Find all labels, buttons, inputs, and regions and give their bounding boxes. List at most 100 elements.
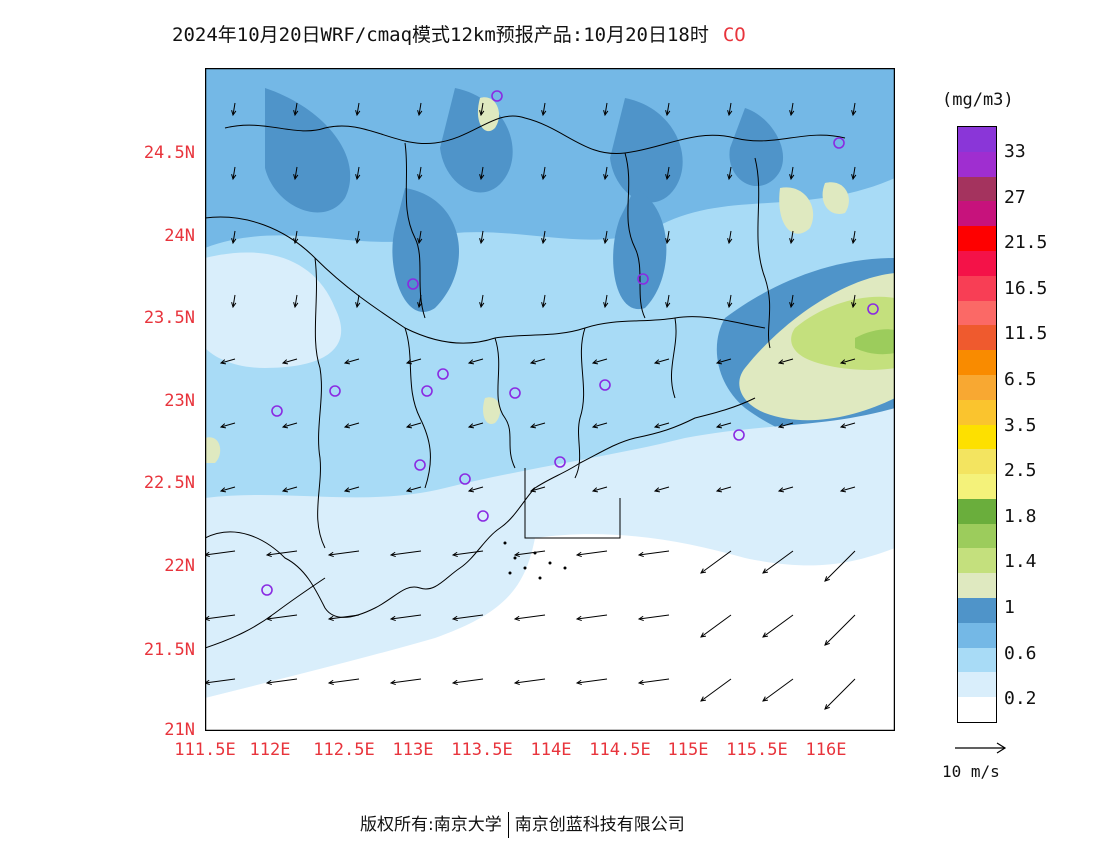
colorbar-segment xyxy=(958,523,996,549)
y-tick-label: 24N xyxy=(164,226,195,246)
station-marker xyxy=(407,278,419,290)
y-tick-label: 22.5N xyxy=(143,473,195,493)
x-tick-label: 116E xyxy=(805,740,847,760)
wind-arrow-head xyxy=(265,615,272,622)
wind-arrow xyxy=(266,678,298,684)
credit-left: 版权所有:南京大学 xyxy=(360,815,502,835)
wind-arrow xyxy=(604,166,608,180)
wind-arrow xyxy=(294,102,298,116)
wind-arrow xyxy=(852,166,856,180)
colorbar xyxy=(957,126,997,723)
wind-arrow-head xyxy=(653,487,661,493)
x-tick-label: 113E xyxy=(392,740,434,760)
colorbar-segment xyxy=(958,473,996,499)
wind-arrow-head xyxy=(529,423,537,429)
wind-arrow xyxy=(514,614,546,620)
y-tick-label: 21N xyxy=(164,720,195,740)
wind-arrow-head xyxy=(355,174,361,181)
wind-arrow xyxy=(468,486,484,492)
wind-arrow xyxy=(576,678,608,684)
wind-arrow-head xyxy=(575,551,582,558)
colorbar-segment xyxy=(958,597,996,623)
wind-arrow xyxy=(790,294,794,308)
wind-arrow-head xyxy=(715,359,723,365)
wind-arrow xyxy=(452,550,484,556)
wind-arrow-head xyxy=(541,174,547,181)
wind-arrow xyxy=(638,550,670,556)
wind-arrow xyxy=(266,614,298,620)
wind-arrow-head xyxy=(293,302,299,309)
station-marker xyxy=(414,459,426,471)
wind-arrow-head xyxy=(405,487,413,493)
wind-arrow-head xyxy=(653,423,661,429)
wind-arrow-head xyxy=(405,423,413,429)
colorbar-segment xyxy=(958,374,996,400)
wind-arrow xyxy=(356,166,360,180)
wind-arrow xyxy=(666,166,670,180)
wind-arrow-head xyxy=(219,487,227,493)
chart-title: 2024年10月20日WRF/cmaq模式12km预报产品:10月20日18时 C… xyxy=(172,20,746,47)
y-tick-label: 24.5N xyxy=(143,143,195,163)
wind-arrow xyxy=(530,358,546,364)
wind-arrow xyxy=(542,230,546,244)
wind-arrow-head xyxy=(529,487,537,493)
wind-arrow-head xyxy=(727,110,733,117)
wind-arrow-head xyxy=(417,302,423,309)
wind-arrow-head xyxy=(479,302,485,309)
wind-arrow xyxy=(666,294,670,308)
wind-arrow xyxy=(468,358,484,364)
wind-vectors xyxy=(205,102,857,710)
colorbar-segment xyxy=(958,176,996,202)
wind-arrow-head xyxy=(327,679,334,686)
wind-arrow xyxy=(728,166,732,180)
colorbar-segment xyxy=(958,399,996,425)
colorbar-segment xyxy=(958,126,996,152)
colorbar-segment xyxy=(958,151,996,177)
station-markers xyxy=(261,90,879,596)
wind-reference-arrow-icon xyxy=(955,742,1007,754)
wind-arrow xyxy=(716,358,732,364)
wind-arrow-head xyxy=(219,359,227,365)
wind-arrow xyxy=(418,294,422,308)
wind-arrow xyxy=(778,358,794,364)
x-tick-label: 112.5E xyxy=(313,740,375,760)
wind-arrow xyxy=(344,358,360,364)
x-tick-label: 114E xyxy=(530,740,572,760)
forecast-map xyxy=(205,68,895,731)
colorbar-segment xyxy=(958,275,996,301)
wind-arrow xyxy=(452,678,484,684)
station-marker xyxy=(459,473,471,485)
wind-arrow xyxy=(418,166,422,180)
wind-arrow-head xyxy=(513,679,520,686)
wind-arrow xyxy=(778,486,794,492)
x-tick-label: 114.5E xyxy=(589,740,651,760)
wind-arrow-head xyxy=(265,551,272,558)
wind-arrow xyxy=(824,678,856,710)
wind-arrow xyxy=(790,166,794,180)
wind-arrow xyxy=(356,230,360,244)
wind-arrow xyxy=(514,550,546,556)
wind-arrow-head xyxy=(824,640,830,646)
y-tick-label: 23.5N xyxy=(143,308,195,328)
colorbar-label: 3.5 xyxy=(1004,414,1037,436)
wind-arrow xyxy=(840,422,856,428)
wind-arrow-head xyxy=(727,302,733,309)
wind-arrow-head xyxy=(281,487,289,493)
wind-arrow-head xyxy=(603,110,609,117)
wind-arrow-head xyxy=(355,110,361,117)
station-marker xyxy=(867,303,879,315)
wind-arrow-head xyxy=(851,238,857,245)
wind-arrow xyxy=(762,614,794,638)
wind-arrow-head xyxy=(231,302,237,309)
wind-arrow xyxy=(604,230,608,244)
colorbar-label: 0.2 xyxy=(1004,688,1037,710)
colorbar-unit: (mg/m3) xyxy=(942,90,1014,110)
colorbar-segment xyxy=(958,547,996,574)
wind-arrow xyxy=(232,230,236,244)
title-main: 2024年10月20日WRF/cmaq模式12km预报产品:10月20日18时 xyxy=(172,24,709,46)
station-marker xyxy=(437,368,449,380)
wind-arrow xyxy=(604,102,608,116)
wind-arrow xyxy=(205,678,236,684)
wind-arrow xyxy=(824,614,856,646)
wind-arrow xyxy=(852,230,856,244)
